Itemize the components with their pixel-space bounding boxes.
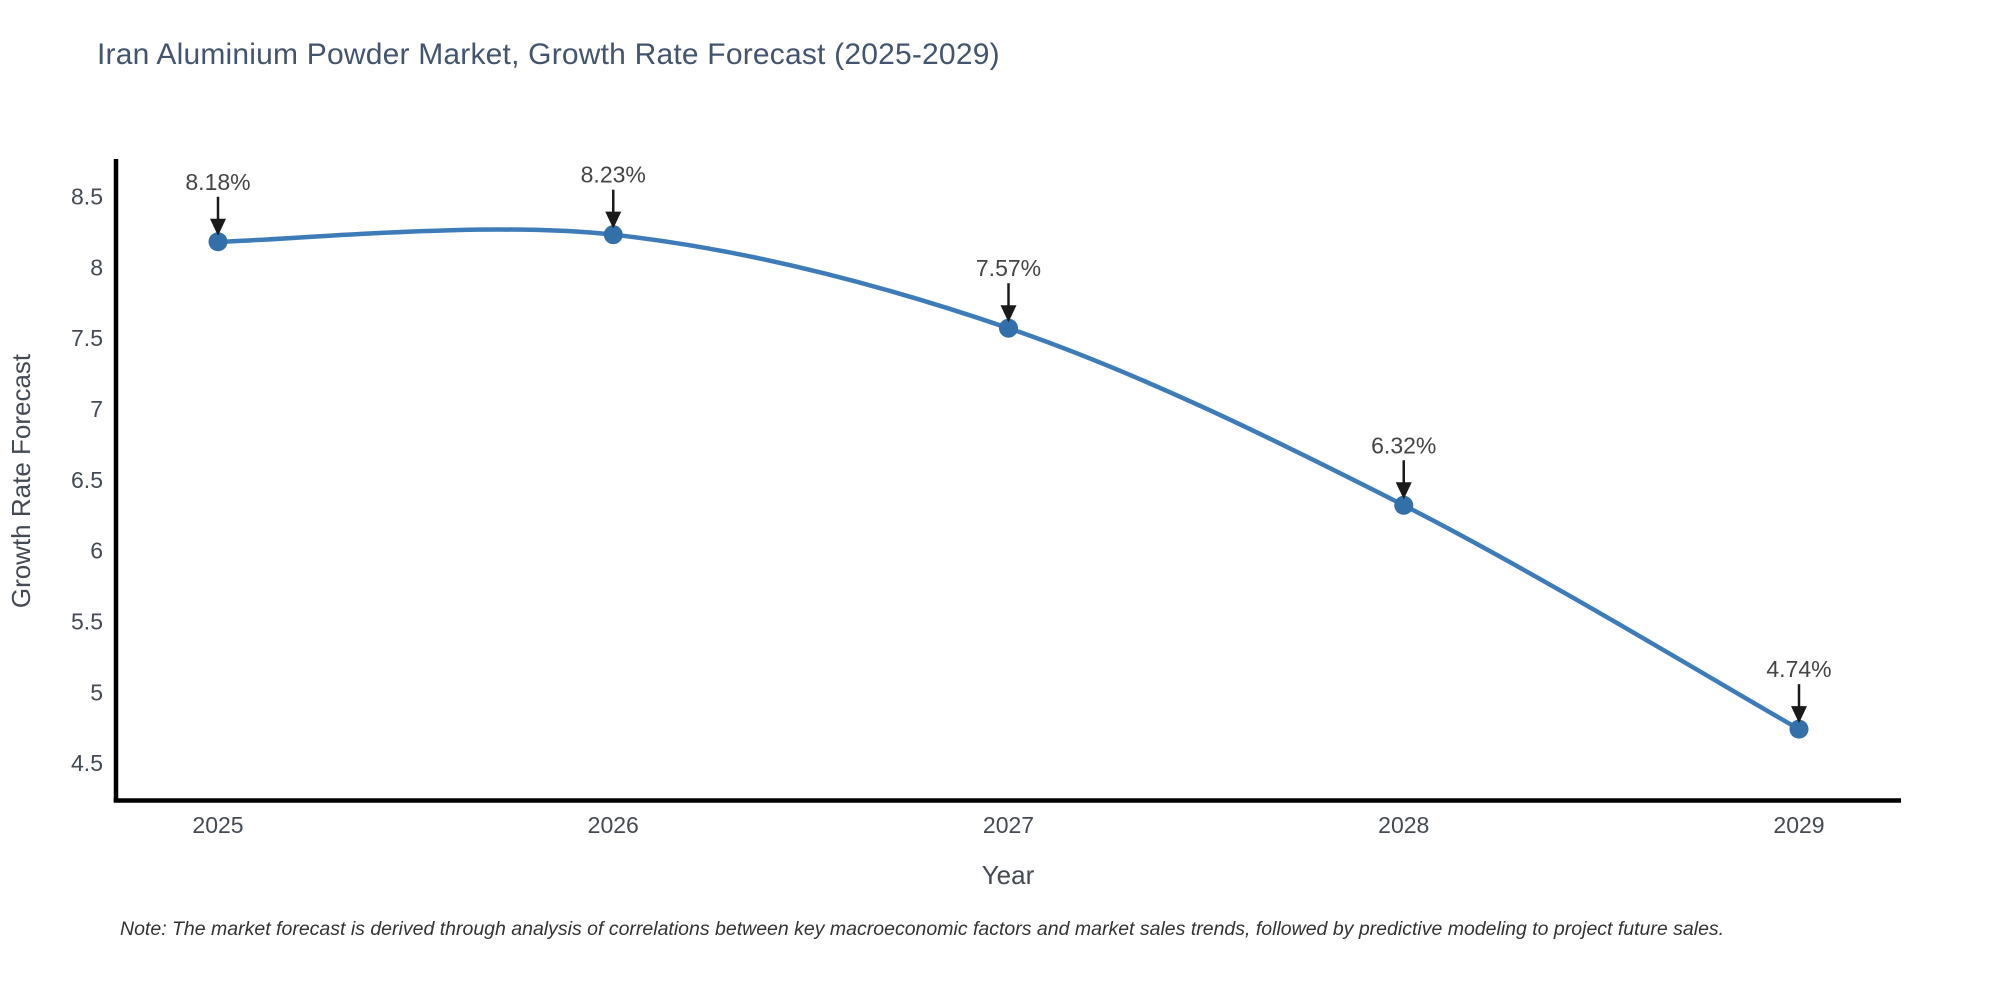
x-tick-label: 2027 xyxy=(983,812,1034,838)
annotation-arrowhead xyxy=(210,218,226,236)
x-tick-label: 2026 xyxy=(588,812,639,838)
x-tick-label: 2029 xyxy=(1773,812,1824,838)
y-tick-label: 7 xyxy=(90,396,103,422)
annotation-arrowhead xyxy=(1791,706,1807,724)
plot-dynamic-layer: 8.5 8 7.5 7 6.5 6 5.5 5 4.5 2025 2026 2027 2028 2029 8… xyxy=(71,162,1832,838)
annotation-arrowhead xyxy=(605,211,622,229)
y-axis-title: Growth Rate Forecast xyxy=(6,353,36,608)
footnote: Note: The market forecast is derived thr… xyxy=(120,918,1725,940)
y-tick-label: 6.5 xyxy=(71,467,103,493)
y-tick-label: 5 xyxy=(90,679,103,705)
annotation-label: 7.57% xyxy=(976,255,1041,281)
data-point-marker xyxy=(1789,719,1809,739)
annotation-label: 8.23% xyxy=(581,162,646,188)
x-tick-label: 2025 xyxy=(192,812,243,838)
y-tick-label: 6 xyxy=(90,538,103,564)
y-tick-label: 8 xyxy=(90,254,103,280)
y-tick-label: 5.5 xyxy=(71,608,103,634)
chart-title: Iran Aluminium Powder Market, Growth Rat… xyxy=(97,38,1000,71)
annotation-label: 4.74% xyxy=(1766,656,1831,682)
data-point-marker xyxy=(208,232,228,252)
data-point-marker xyxy=(999,318,1018,338)
x-axis-title: Year xyxy=(982,860,1035,890)
annotation-arrowhead xyxy=(1395,482,1412,500)
y-tick-label: 7.5 xyxy=(71,325,103,351)
annotation-label: 8.18% xyxy=(185,169,250,195)
y-tick-label: 4.5 xyxy=(71,750,103,776)
data-point-marker xyxy=(603,225,623,245)
annotation-label: 6.32% xyxy=(1371,432,1436,458)
x-tick-label: 2028 xyxy=(1378,812,1429,838)
annotation-arrowhead xyxy=(1000,305,1017,323)
data-point-marker xyxy=(1394,495,1414,515)
y-tick-label: 8.5 xyxy=(71,183,103,209)
